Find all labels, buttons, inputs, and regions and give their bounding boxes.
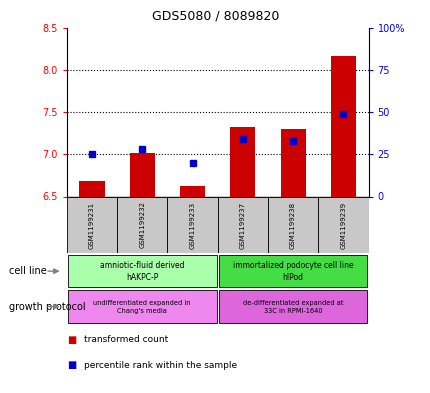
Bar (218, 255, 367, 287)
Bar (68, 290, 216, 323)
Bar (129, 152, 154, 196)
Text: ■: ■ (67, 335, 76, 345)
Bar (180, 186, 205, 196)
Text: cell line: cell line (9, 266, 46, 276)
Text: percentile rank within the sample: percentile rank within the sample (84, 361, 236, 370)
Text: GSM1199231: GSM1199231 (89, 202, 95, 248)
Bar (230, 127, 255, 196)
Bar (67, 196, 117, 253)
Bar (267, 196, 317, 253)
Text: growth protocol: growth protocol (9, 301, 85, 312)
Bar (117, 196, 167, 253)
Bar (317, 196, 368, 253)
Text: GSM1199238: GSM1199238 (289, 202, 295, 248)
Bar (68, 255, 216, 287)
Bar (217, 196, 267, 253)
Text: GSM1199232: GSM1199232 (139, 202, 145, 248)
Text: immortalized podocyte cell line
hIPod: immortalized podocyte cell line hIPod (232, 261, 353, 281)
Text: transformed count: transformed count (84, 336, 168, 344)
Text: GDS5080 / 8089820: GDS5080 / 8089820 (151, 10, 279, 23)
Text: GSM1199239: GSM1199239 (340, 202, 346, 248)
Text: undifferentiated expanded in
Chang's media: undifferentiated expanded in Chang's med… (93, 299, 190, 314)
Text: de-differentiated expanded at
33C in RPMI-1640: de-differentiated expanded at 33C in RPM… (242, 299, 343, 314)
Text: GSM1199237: GSM1199237 (239, 202, 245, 248)
Text: amniotic-fluid derived
hAKPC-P: amniotic-fluid derived hAKPC-P (100, 261, 184, 281)
Bar (79, 181, 104, 196)
Bar (280, 129, 305, 196)
Text: ■: ■ (67, 360, 76, 371)
Text: GSM1199233: GSM1199233 (189, 202, 195, 248)
Bar (330, 56, 355, 196)
Bar (218, 290, 367, 323)
Bar (167, 196, 217, 253)
